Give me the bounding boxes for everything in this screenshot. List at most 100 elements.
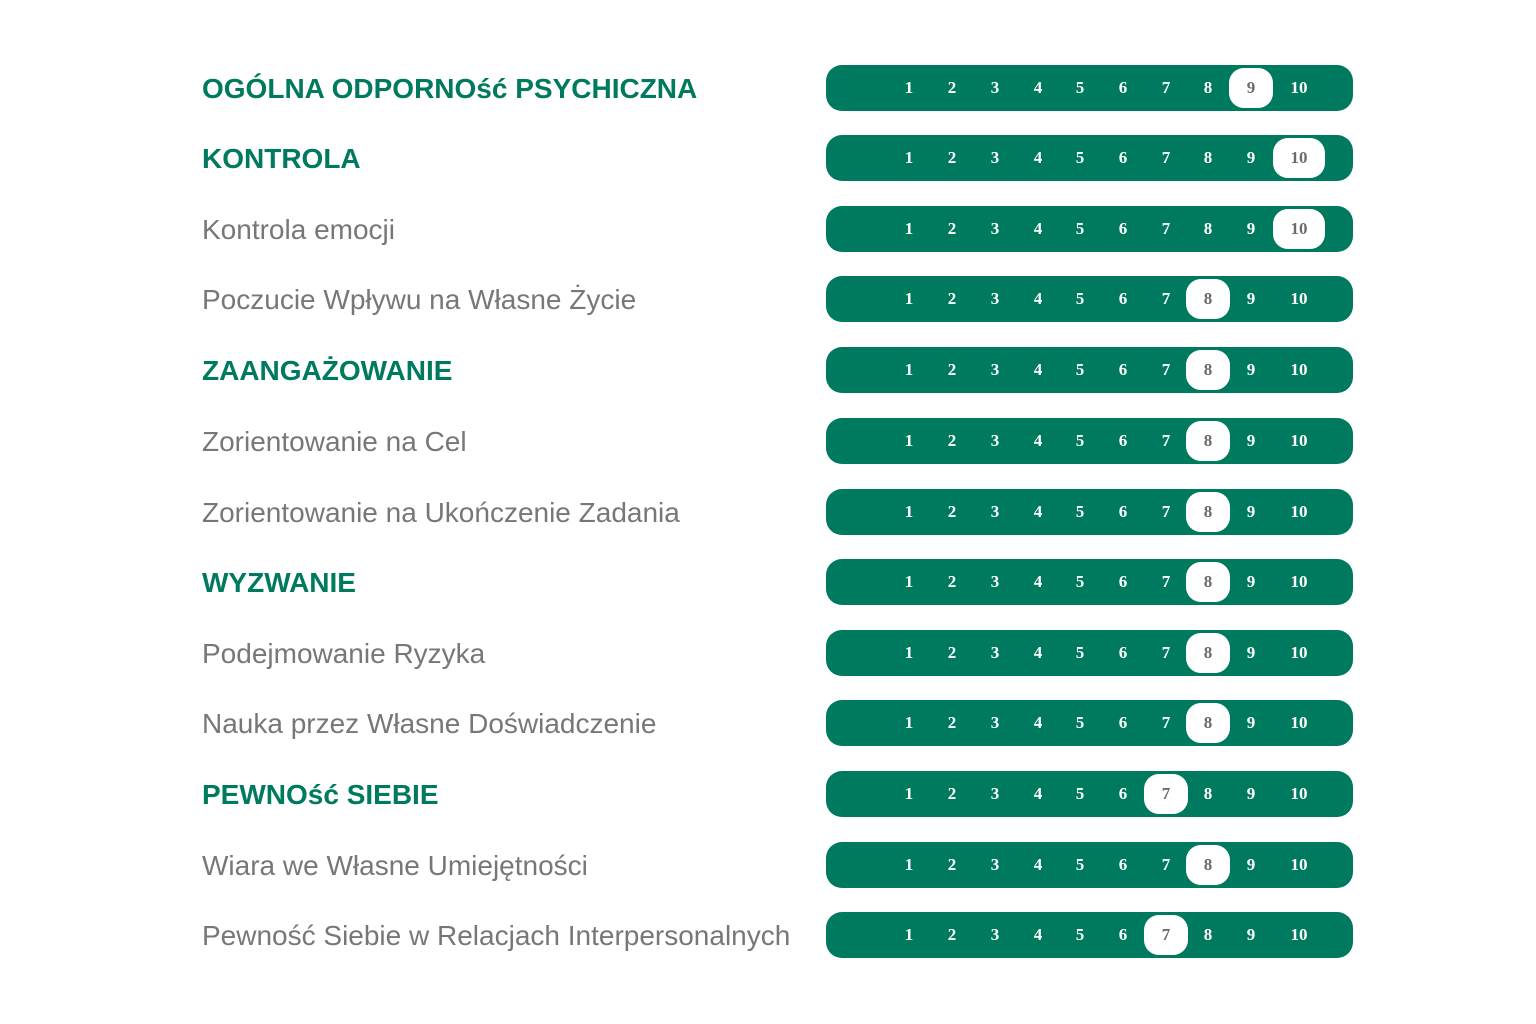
scale-number: 6: [1118, 148, 1128, 167]
scale-number: 9: [1246, 289, 1256, 308]
scale-number: 2: [947, 78, 957, 97]
scale-number: 6: [1118, 78, 1128, 97]
score-scale-bar: 1 2 3 4 5 6 7 8 9 10: [826, 206, 1353, 252]
scale-number: 5: [1075, 78, 1085, 97]
category-row: ZAANGAŻOWANIE 1 2 3 4 5 6 7 8 9 10: [0, 347, 1536, 395]
scale-number: 1: [904, 784, 914, 803]
scale-number: 2: [947, 643, 957, 662]
score-scale-bar: 1 2 3 4 5 6 7 8 9 10: [826, 135, 1353, 181]
selected-score-marker: 7: [1144, 915, 1188, 955]
category-row: KONTROLA 1 2 3 4 5 6 7 8 9 10: [0, 135, 1536, 183]
scale-number: 3: [990, 360, 1000, 379]
category-label: WYZWANIE: [202, 567, 356, 598]
scale-number: 5: [1075, 925, 1085, 944]
score-scale-bar: 1 2 3 4 5 6 7 8 9 10: [826, 912, 1353, 958]
scale-number: 6: [1118, 713, 1128, 732]
scale-number: 2: [947, 572, 957, 591]
scale-number: 4: [1033, 219, 1043, 238]
category-label: OGÓLNA ODPORNOść PSYCHICZNA: [202, 73, 698, 104]
score-scale-bar: 1 2 3 4 5 6 7 8 9 10: [826, 700, 1353, 746]
scale-number: 3: [990, 148, 1000, 167]
subscale-row: Zorientowanie na Ukończenie Zadania 1 2 3 4 5…: [0, 489, 1536, 537]
scale-number: 3: [990, 784, 1000, 803]
scale-number: 7: [1161, 289, 1171, 308]
score-scale-bar: 1 2 3 4 5 6 7 8 9 10: [826, 771, 1353, 817]
score-scale-bar: 1 2 3 4 5 6 7 8 9 10: [826, 630, 1353, 676]
selected-score-marker: 8: [1186, 633, 1230, 673]
scale-number: 3: [990, 431, 1000, 450]
scale-number: 7: [1161, 572, 1171, 591]
scale-number: 9: [1246, 572, 1256, 591]
scale-number: 5: [1075, 360, 1085, 379]
category-row: WYZWANIE 1 2 3 4 5 6 7 8 9 10: [0, 559, 1536, 607]
scale-number: 3: [990, 855, 1000, 874]
scale-number: 2: [947, 431, 957, 450]
scale-number: 1: [904, 431, 914, 450]
subscale-row: Zorientowanie na Cel 1 2 3 4 5 6 7 8 9 10: [0, 418, 1536, 466]
scale-number: 4: [1033, 289, 1043, 308]
scale-number: 9: [1246, 643, 1256, 662]
scale-number: 9: [1246, 219, 1256, 238]
score-scale-bar: 1 2 3 4 5 6 7 8 9 10: [826, 559, 1353, 605]
scale-number: 7: [1161, 219, 1171, 238]
scale-number: 9: [1246, 925, 1256, 944]
scale-number: 9: [1246, 148, 1256, 167]
scale-number: 5: [1075, 855, 1085, 874]
subscale-label: Wiara we Własne Umiejętności: [202, 850, 588, 881]
selected-score-marker: 8: [1186, 350, 1230, 390]
subscale-row: Pewność Siebie w Relacjach Interpersonal…: [0, 912, 1536, 960]
subscale-label: Zorientowanie na Ukończenie Zadania: [202, 497, 680, 528]
subscale-label: Nauka przez Własne Doświadczenie: [202, 708, 657, 739]
scale-number: 6: [1118, 360, 1128, 379]
scale-number: 10: [1290, 289, 1308, 308]
scale-number: 4: [1033, 431, 1043, 450]
scale-number: 4: [1033, 78, 1043, 97]
scale-number: 10: [1290, 502, 1308, 521]
scale-number: 9: [1246, 360, 1256, 379]
scale-number: 9: [1246, 713, 1256, 732]
scale-number: 2: [947, 219, 957, 238]
scale-number: 10: [1290, 431, 1308, 450]
subscale-label: Zorientowanie na Cel: [202, 426, 467, 457]
scale-number: 2: [947, 925, 957, 944]
scale-number: 1: [904, 572, 914, 591]
scale-number: 1: [904, 855, 914, 874]
scale-number: 2: [947, 855, 957, 874]
scale-number: 7: [1161, 502, 1171, 521]
scale-number: 6: [1118, 643, 1128, 662]
scale-number: 4: [1033, 572, 1043, 591]
scale-number: 10: [1290, 643, 1308, 662]
scale-number: 8: [1203, 148, 1213, 167]
subscale-row: Wiara we Własne Umiejętności 1 2 3 4 5 6 7 8 9 10: [0, 842, 1536, 890]
score-scale-bar: 1 2 3 4 5 6 7 8 9 10: [826, 842, 1353, 888]
scale-number: 5: [1075, 431, 1085, 450]
category-label: ZAANGAŻOWANIE: [202, 355, 453, 386]
score-scale-bar: 1 2 3 4 5 6 7 8 9 10: [826, 347, 1353, 393]
scale-number: 1: [904, 289, 914, 308]
scale-number: 4: [1033, 925, 1043, 944]
scale-number: 3: [990, 925, 1000, 944]
scale-number: 7: [1161, 360, 1171, 379]
scale-number: 4: [1033, 643, 1043, 662]
scale-number: 10: [1290, 572, 1308, 591]
scale-number: 1: [904, 78, 914, 97]
scale-number: 9: [1246, 502, 1256, 521]
category-row: OGÓLNA ODPORNOść PSYCHICZNA 1 2 3 4 5 6 7 8 9 10: [0, 65, 1536, 113]
selected-score-marker: 8: [1186, 421, 1230, 461]
subscale-label: Poczucie Wpływu na Własne Życie: [202, 284, 637, 315]
scale-number: 1: [904, 925, 914, 944]
scale-number: 3: [990, 289, 1000, 308]
scale-number: 10: [1290, 78, 1308, 97]
scale-number: 9: [1246, 784, 1256, 803]
scale-number: 6: [1118, 431, 1128, 450]
subscale-row: Podejmowanie Ryzyka 1 2 3 4 5 6 7 8 9 10: [0, 630, 1536, 678]
scale-number: 4: [1033, 713, 1043, 732]
scale-number: 8: [1203, 784, 1213, 803]
selected-score-marker: 8: [1186, 562, 1230, 602]
scale-number: 5: [1075, 784, 1085, 803]
subscale-label: Pewność Siebie w Relacjach Interpersonal…: [202, 920, 791, 951]
scale-number: 10: [1290, 713, 1308, 732]
scale-number: 9: [1246, 855, 1256, 874]
scale-number: 5: [1075, 289, 1085, 308]
scale-number: 9: [1246, 431, 1256, 450]
